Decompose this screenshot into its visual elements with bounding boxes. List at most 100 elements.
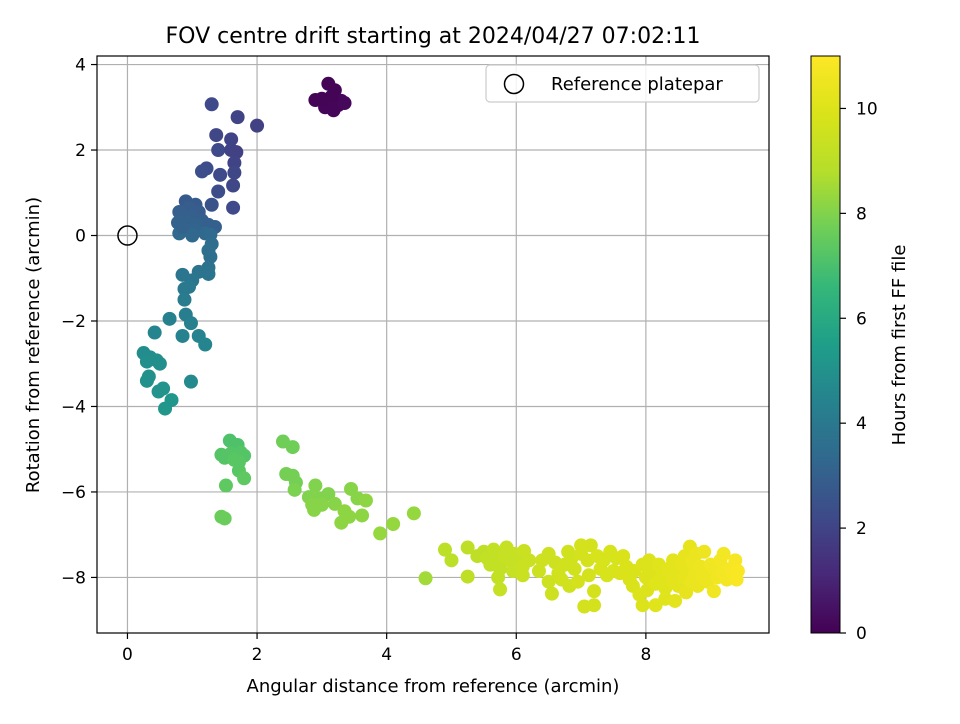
y-tick-label: −2 — [61, 312, 86, 332]
data-point — [342, 509, 357, 524]
y-tick-label: 0 — [75, 227, 86, 247]
data-point — [229, 145, 244, 160]
legend: Reference platepar — [485, 64, 760, 103]
colorbar-tick-label: 2 — [856, 519, 867, 539]
data-point — [386, 517, 401, 532]
chart-title: FOV centre drift starting at 2024/04/27 … — [166, 24, 701, 49]
data-point — [355, 508, 370, 523]
data-point — [418, 571, 433, 586]
data-point — [224, 132, 239, 147]
data-point — [728, 553, 743, 568]
data-point — [151, 384, 166, 399]
legend-box — [485, 64, 760, 103]
data-point — [287, 482, 302, 497]
data-point — [307, 502, 322, 517]
data-point — [226, 178, 241, 193]
y-axis-label: Rotation from reference (arcmin) — [23, 197, 44, 493]
data-point — [574, 538, 589, 553]
data-point — [541, 574, 556, 589]
plot-frame — [96, 55, 770, 634]
data-point — [198, 337, 213, 352]
data-point — [217, 511, 232, 526]
data-point — [581, 568, 596, 583]
y-axis-ticks: −8 −6 −4 −2 0 2 4 — [61, 56, 97, 588]
legend-entry: Reference platepar — [551, 74, 723, 95]
data-point — [183, 374, 198, 389]
data-point — [444, 553, 459, 568]
data-point — [522, 553, 537, 568]
x-tick-label: 2 — [252, 645, 263, 665]
data-point — [201, 266, 216, 281]
y-tick-label: −6 — [61, 483, 86, 503]
data-point — [406, 506, 421, 521]
data-point — [337, 96, 352, 111]
data-point — [227, 165, 242, 180]
data-point — [460, 569, 475, 584]
data-point — [358, 493, 373, 508]
data-point — [177, 281, 192, 296]
data-point — [308, 478, 323, 493]
y-tick-label: −4 — [61, 397, 86, 417]
data-point — [147, 325, 162, 340]
data-point — [491, 570, 506, 585]
data-point — [204, 197, 219, 212]
data-point — [587, 584, 602, 599]
data-point — [706, 584, 721, 599]
data-point — [237, 471, 252, 486]
data-point — [209, 128, 224, 143]
data-point — [152, 356, 167, 371]
y-tick-label: 2 — [75, 141, 86, 161]
data-points — [136, 76, 745, 614]
data-point — [162, 311, 177, 326]
data-point — [373, 526, 388, 541]
data-point — [177, 292, 192, 307]
data-point — [437, 542, 452, 557]
x-axis-ticks: 0 2 4 6 8 — [122, 633, 651, 665]
colorbar-tick-label: 6 — [856, 309, 867, 329]
data-point — [730, 564, 745, 579]
x-tick-label: 4 — [381, 645, 392, 665]
data-point — [531, 564, 546, 579]
data-point — [570, 574, 585, 589]
x-tick-label: 0 — [122, 645, 133, 665]
x-tick-label: 8 — [640, 645, 651, 665]
data-point — [697, 544, 712, 559]
data-point — [250, 118, 265, 133]
data-point — [460, 540, 475, 555]
data-point — [324, 89, 339, 104]
data-point — [230, 110, 245, 125]
data-point — [185, 228, 200, 243]
data-point — [716, 546, 731, 561]
grid-lines — [97, 56, 769, 633]
x-axis-label: Angular distance from reference (arcmin) — [247, 676, 620, 697]
data-point — [203, 249, 218, 264]
data-point — [158, 401, 173, 416]
colorbar-label: Hours from first FF file — [889, 245, 910, 446]
colorbar — [810, 55, 841, 634]
data-point — [218, 478, 233, 493]
legend-marker — [503, 73, 525, 95]
data-point — [583, 538, 598, 553]
data-point — [587, 598, 602, 613]
data-point — [567, 561, 582, 576]
data-point — [139, 373, 154, 388]
colorbar-tick-label: 0 — [856, 624, 867, 644]
x-tick-label: 6 — [511, 645, 522, 665]
colorbar-ticks: 0 2 4 6 8 10 — [840, 99, 878, 644]
data-point — [183, 316, 198, 331]
reference-platepar-marker — [117, 225, 138, 246]
data-point — [204, 97, 219, 112]
data-point — [493, 582, 508, 597]
data-point — [515, 568, 530, 583]
data-point — [226, 200, 241, 215]
data-point — [616, 549, 631, 564]
data-point — [211, 184, 226, 199]
data-point — [668, 593, 683, 608]
data-point — [544, 586, 559, 601]
y-tick-label: 4 — [75, 56, 86, 76]
colorbar-tick-label: 4 — [856, 414, 867, 434]
data-point — [194, 164, 209, 179]
data-point — [175, 328, 190, 343]
